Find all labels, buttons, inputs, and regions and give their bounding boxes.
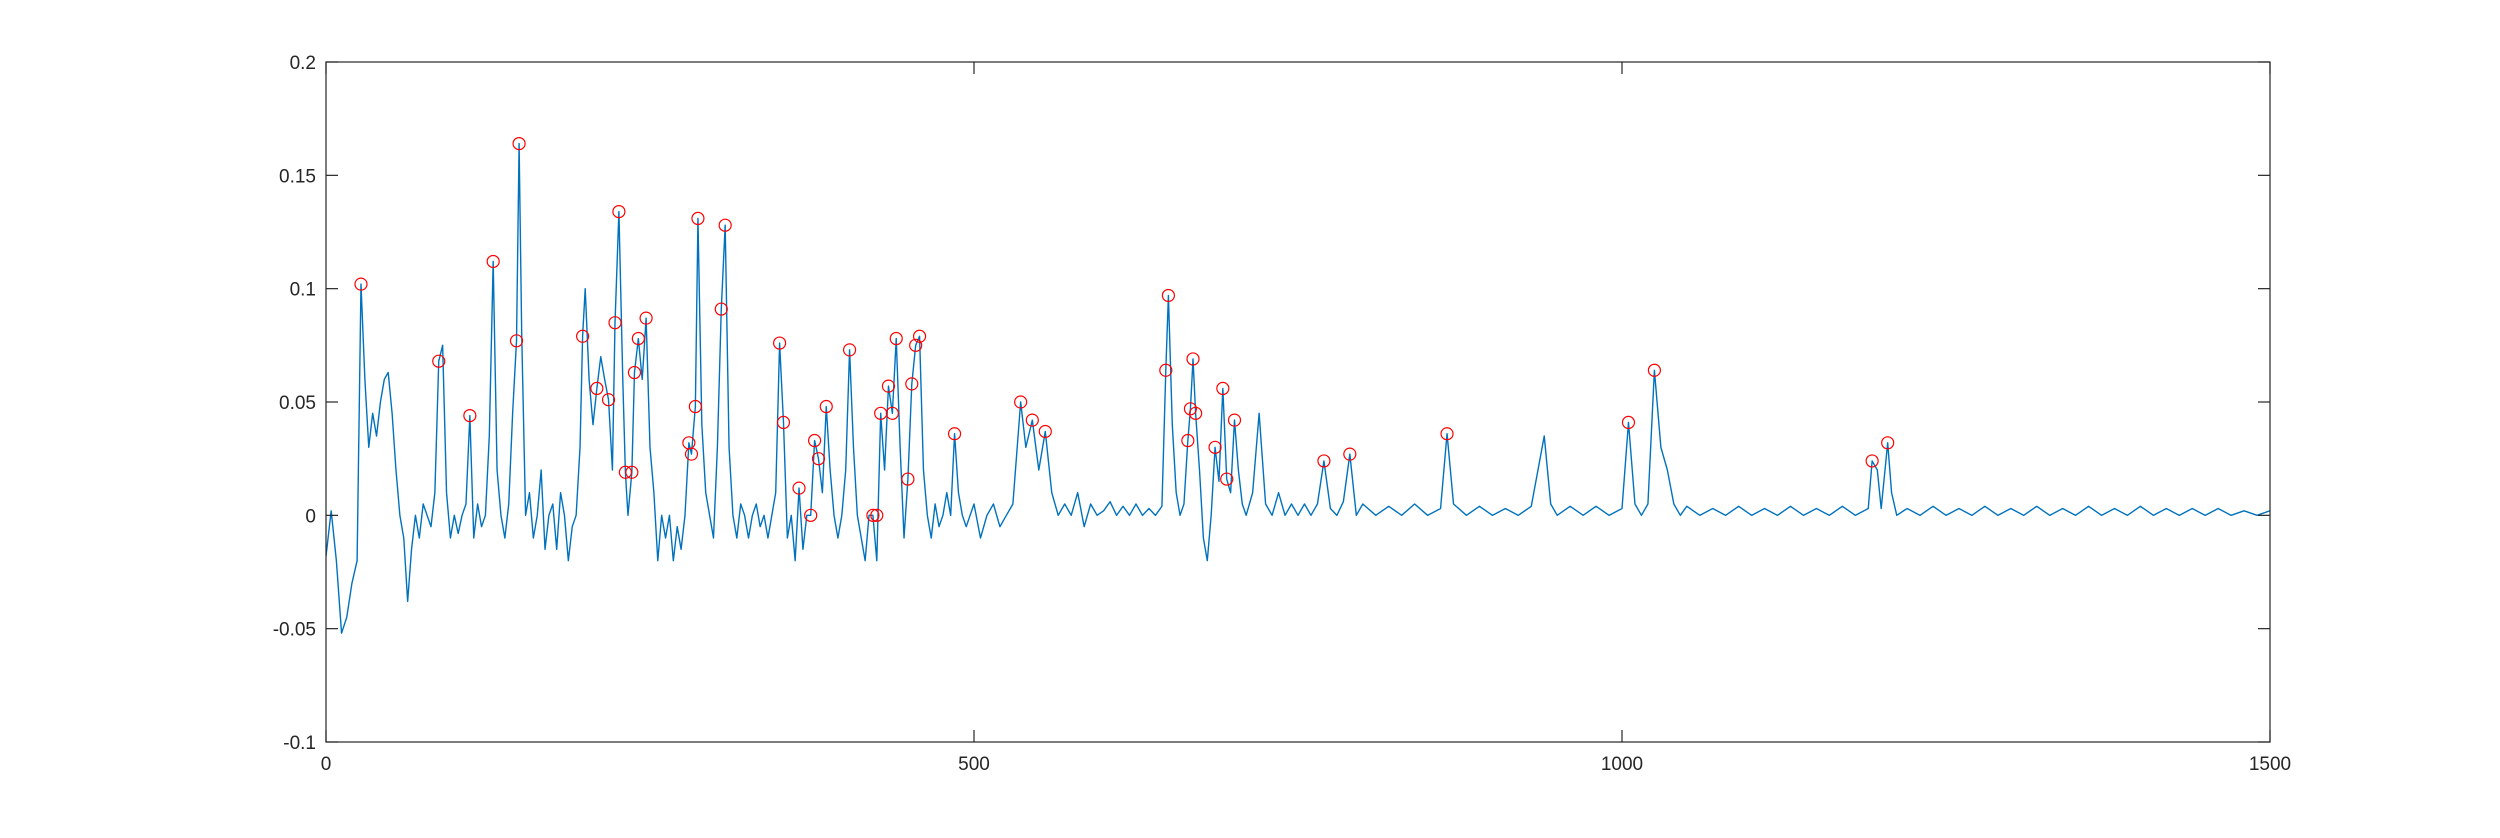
peak-marker (881, 379, 896, 393)
y-tick-label: -0.1 (283, 733, 316, 754)
peak-marker (889, 331, 903, 346)
x-tick-label: 1000 (1601, 754, 1643, 775)
peak-marker (691, 211, 705, 225)
series-line (326, 142, 2270, 634)
x-tick-label: 0 (321, 754, 332, 775)
y-tick-label: 0 (305, 506, 316, 527)
peak-marker (1181, 433, 1195, 448)
peak-marker (1227, 413, 1242, 427)
peak-marker (866, 508, 880, 522)
peak-marker (1440, 427, 1454, 441)
peak-marker (1317, 454, 1331, 468)
peak-marker (631, 331, 645, 346)
axes: 0 500 1000 1500 -0.1 -0.05 0 0.05 0.1 0.15 0.2 (273, 53, 2291, 775)
peak-marker (1343, 447, 1357, 461)
peak-marker (947, 427, 962, 441)
peak-marker (912, 329, 927, 343)
peak-marker (842, 343, 857, 357)
peak-marker (354, 277, 368, 291)
peak-marker (684, 447, 699, 461)
peak-marker (901, 472, 915, 486)
peak-marker (576, 329, 590, 343)
peak-marker (612, 205, 626, 219)
peak-marker (885, 406, 899, 420)
peak-marker (627, 365, 642, 380)
peak-marker (714, 302, 728, 316)
peak-marker (776, 415, 791, 429)
peak-marker (618, 465, 632, 479)
peak-marker (909, 338, 923, 352)
peak-marker (1220, 472, 1234, 486)
y-tick-label: 0.05 (279, 393, 316, 414)
peak-marker (1865, 454, 1879, 468)
peak-marker (1647, 363, 1662, 377)
peak-marker (1208, 440, 1222, 454)
peak-marker (1014, 395, 1028, 409)
y-tick-label: -0.05 (273, 620, 316, 641)
peak-marker (905, 377, 919, 391)
peak-marker (718, 218, 732, 232)
peak-marker (608, 316, 622, 330)
peak-marker (1189, 406, 1203, 420)
peak-marker (772, 336, 787, 350)
peak-marker (486, 254, 500, 269)
peak-marker (601, 393, 616, 407)
peak-marker (639, 311, 653, 325)
peak-marker (811, 452, 826, 466)
peak-marker (1621, 415, 1636, 429)
y-tick-label: 0.15 (279, 166, 316, 187)
y-tick-label: 0.1 (290, 280, 316, 301)
peak-marker (1025, 413, 1039, 427)
y-tick-label: 0.2 (290, 53, 316, 74)
peak-marker (1159, 363, 1173, 377)
peak-marker (1186, 352, 1200, 366)
peak-marker (463, 409, 477, 423)
peak-marker (432, 354, 446, 368)
peak-marker (804, 508, 818, 522)
x-tick-label: 1500 (2249, 754, 2291, 775)
peak-marker (625, 465, 639, 479)
peak-marker (1881, 436, 1895, 450)
peak-marker (807, 433, 822, 448)
peak-marker (688, 399, 702, 414)
peak-marker (512, 137, 526, 151)
peak-marker (1183, 402, 1198, 416)
peak-marker (870, 508, 884, 522)
plot-area (326, 137, 2270, 634)
x-tick-label: 500 (958, 754, 990, 775)
peak-marker (509, 334, 524, 348)
peak-marker (819, 399, 833, 414)
peak-marker (1161, 288, 1176, 303)
peak-marker (1038, 424, 1052, 439)
peak-marker (590, 381, 604, 395)
peak-marker (792, 481, 806, 495)
peak-marker (1216, 381, 1230, 395)
peak-markers (354, 137, 1895, 522)
